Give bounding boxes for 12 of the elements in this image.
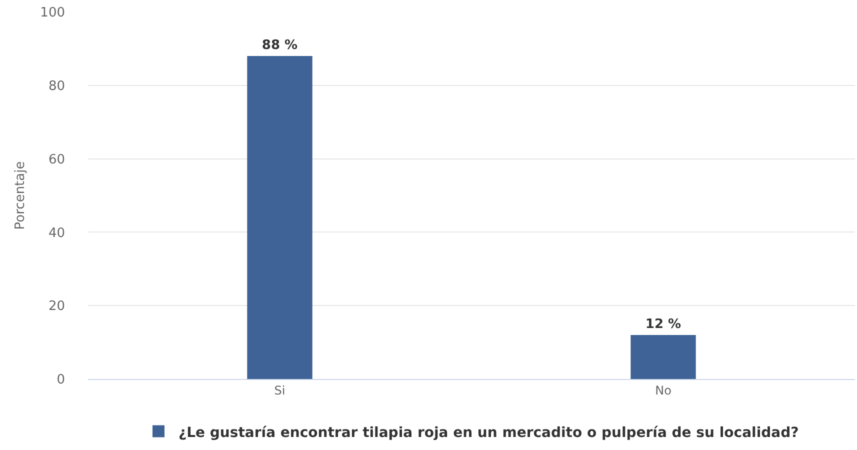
y-tick-label: 60 [48,152,65,168]
x-tick-label: Si [274,383,286,398]
y-axis-title: Porcentaje [13,161,28,230]
x-tick-label: No [655,383,672,398]
y-tick-label: 100 [40,6,65,21]
y-tick-label: 0 [56,372,65,388]
y-tick-label: 20 [48,299,65,314]
data-label: 88 % [262,38,298,54]
y-tick-label: 80 [48,78,65,94]
legend-label: ¿Le gustaría encontrar tilapia roja en un mercadito o pulpería de su localidad? [178,424,799,441]
y-tick-label: 40 [48,226,65,241]
data-label: 12 % [645,316,682,332]
